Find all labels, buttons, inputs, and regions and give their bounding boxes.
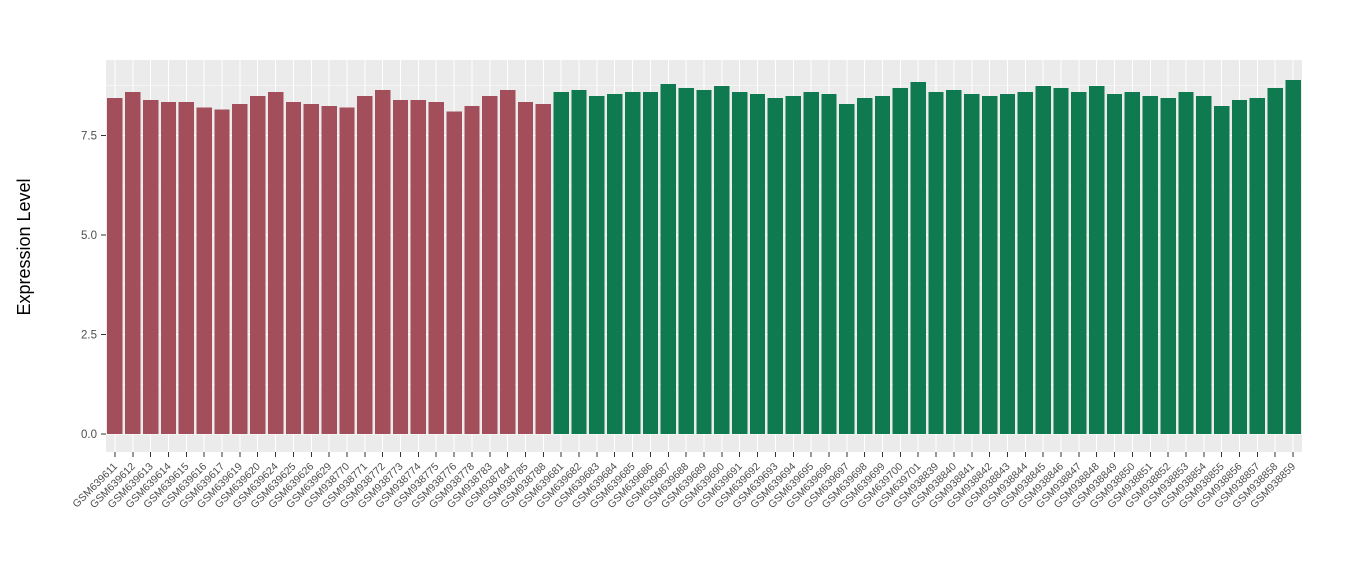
bar-GSM639619: [232, 103, 248, 434]
bar-GSM938853: [1178, 91, 1194, 435]
bar-GSM639682: [571, 89, 587, 434]
bar-GSM639683: [589, 95, 605, 435]
bar-GSM639696: [821, 93, 837, 434]
bar-GSM639620: [250, 95, 266, 435]
bar-GSM639612: [125, 91, 141, 435]
bar-GSM639693: [767, 97, 784, 434]
bar-GSM639617: [214, 109, 230, 434]
bar-GSM938858: [1267, 87, 1283, 434]
bar-GSM938773: [392, 99, 409, 434]
bar-GSM938848: [1089, 85, 1105, 435]
bar-GSM639699: [874, 95, 891, 435]
bar-GSM938776: [446, 111, 462, 435]
bar-GSM639697: [839, 103, 855, 434]
bar-GSM639611: [107, 97, 123, 434]
bar-GSM938772: [375, 89, 391, 434]
bar-GSM938856: [1231, 99, 1248, 434]
bar-GSM639701: [910, 81, 926, 434]
bar-GSM639688: [678, 87, 694, 434]
bar-GSM938770: [339, 107, 355, 434]
bar-GSM938857: [1249, 97, 1266, 434]
bar-GSM938859: [1285, 79, 1301, 434]
bar-GSM938784: [499, 89, 516, 434]
y-tick-label: 7.5: [81, 131, 97, 143]
bar-GSM639684: [607, 93, 623, 434]
bar-GSM938850: [1124, 91, 1141, 435]
bar-GSM938851: [1142, 95, 1158, 435]
bar-GSM938775: [428, 101, 444, 434]
bar-GSM639690: [714, 85, 730, 435]
bar-GSM938774: [410, 99, 427, 434]
bar-GSM938840: [946, 89, 962, 434]
bar-GSM639698: [856, 97, 873, 434]
bar-GSM639681: [553, 91, 569, 435]
bar-GSM639616: [196, 107, 212, 434]
y-tick-label: 5.0: [81, 230, 97, 242]
bar-GSM639685: [624, 91, 641, 435]
bar-GSM639626: [303, 103, 319, 434]
bar-GSM639625: [285, 101, 302, 434]
bar-GSM938845: [1035, 85, 1051, 435]
y-tick-label: 2.5: [81, 330, 97, 342]
bar-GSM639687: [660, 83, 676, 434]
bar-GSM639689: [696, 89, 712, 434]
bar-GSM639700: [892, 87, 909, 434]
bar-GSM639694: [785, 95, 801, 435]
bar-GSM938841: [964, 93, 980, 434]
bar-GSM938785: [517, 101, 534, 434]
bar-GSM639613: [142, 99, 159, 434]
bar-GSM938854: [1196, 95, 1212, 435]
bar-GSM639692: [749, 93, 766, 434]
bar-GSM938771: [357, 95, 373, 435]
bar-GSM938778: [464, 105, 480, 435]
bar-GSM938847: [1071, 91, 1087, 435]
bar-GSM938783: [482, 95, 498, 435]
y-axis-title: Expression Level: [14, 178, 34, 315]
bar-GSM639691: [732, 91, 748, 435]
bar-GSM938842: [981, 95, 998, 435]
bar-GSM938844: [1017, 91, 1033, 435]
bar-GSM938839: [928, 91, 944, 435]
bar-GSM938843: [999, 93, 1016, 434]
bar-GSM938849: [1106, 93, 1123, 434]
bar-GSM938852: [1160, 97, 1176, 434]
bar-GSM639686: [642, 91, 659, 435]
bar-GSM639614: [160, 101, 177, 434]
bar-GSM639695: [803, 91, 819, 435]
bar-GSM639624: [267, 91, 284, 435]
y-tick-label: 0.0: [81, 429, 97, 441]
chart-layers: 0.02.55.07.5GSM639611GSM639612GSM639613G…: [70, 60, 1302, 511]
bar-GSM639615: [178, 101, 195, 434]
bar-GSM938788: [535, 103, 552, 434]
bar-GSM639629: [321, 105, 337, 435]
bar-GSM938846: [1053, 87, 1069, 434]
bar-GSM938855: [1213, 105, 1230, 435]
